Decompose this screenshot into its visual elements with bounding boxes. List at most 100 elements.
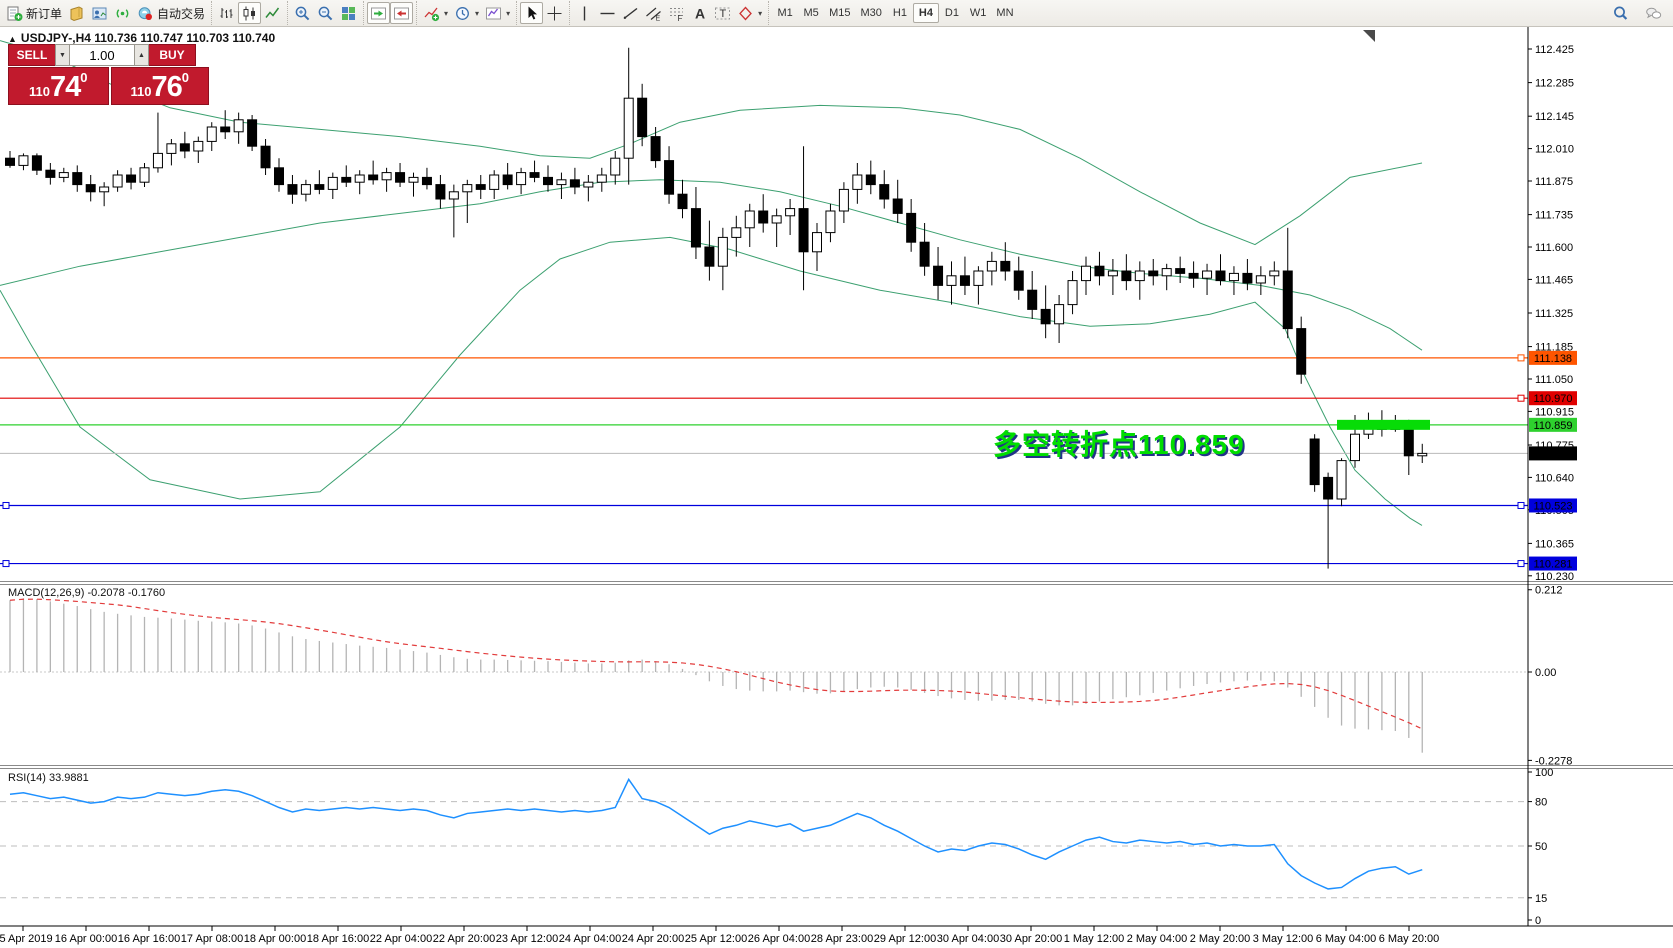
- buy-price-button[interactable]: 110 76 0: [110, 67, 209, 105]
- buy-button[interactable]: BUY: [149, 44, 196, 66]
- price-tag: [1529, 350, 1577, 365]
- candle-body: [1107, 270, 1118, 277]
- rsi-line: [9, 777, 1423, 890]
- candle-body: [973, 270, 984, 286]
- price-axis[interactable]: 112.425 112.285 112.145 112.010 111.875 111.7…: [1528, 44, 1577, 927]
- time-tick-label: 2 May 04:00: [1127, 933, 1188, 945]
- candle-body: [421, 176, 432, 186]
- zoom-out-icon: [318, 6, 333, 20]
- macd-scale-label: 0.212: [1535, 585, 1563, 597]
- vertical-line-icon: [583, 6, 586, 20]
- zoom-out-button[interactable]: [314, 2, 337, 24]
- text-label-button[interactable]: T: [711, 2, 734, 24]
- indicators-button[interactable]: ▾: [420, 2, 451, 24]
- line-anchor[interactable]: [2, 501, 10, 509]
- timeframe-m1-button[interactable]: M1: [772, 3, 798, 23]
- volume-input[interactable]: [70, 44, 134, 66]
- timeframe-h4-button[interactable]: H4: [912, 3, 939, 23]
- timeframe-m5-button[interactable]: M5: [798, 3, 824, 23]
- rsi-scale-label: 50: [1535, 841, 1547, 853]
- timeframe-h1-button[interactable]: H1: [887, 3, 913, 23]
- periods-icon: [456, 6, 469, 20]
- svg-text:A: A: [695, 5, 705, 21]
- sell-price-button[interactable]: 110 74 0: [8, 67, 109, 105]
- line-chart-button[interactable]: [261, 2, 284, 24]
- candle-body: [959, 275, 970, 286]
- candle-body: [1161, 268, 1172, 277]
- timeframe-d1-button[interactable]: D1: [939, 3, 965, 23]
- volume-increase-button[interactable]: ▲: [134, 44, 149, 66]
- auto-scroll-button[interactable]: [367, 2, 391, 24]
- timeframe-w1-button[interactable]: W1: [965, 3, 992, 23]
- data-window-button[interactable]: [88, 2, 111, 24]
- horizontal-line-button[interactable]: [596, 2, 619, 24]
- timeframe-m15-button[interactable]: M15: [824, 3, 855, 23]
- auto-trading-button[interactable]: 自动交易: [134, 2, 208, 24]
- macd-scale-label: 0.00: [1535, 667, 1556, 679]
- price-tick-label: 111.185: [1535, 342, 1573, 354]
- candlestick-chart-button[interactable]: [238, 2, 262, 24]
- expand-header-icon[interactable]: ▲: [8, 34, 17, 44]
- candle-body: [247, 119, 258, 147]
- search-button[interactable]: [1609, 2, 1632, 24]
- new-order-button[interactable]: 新订单: [3, 2, 65, 24]
- timeframe-mn-button[interactable]: MN: [991, 3, 1018, 23]
- chat-button[interactable]: [1642, 2, 1665, 24]
- fibonacci-button[interactable]: F: [665, 2, 688, 24]
- line-anchor[interactable]: [1517, 501, 1525, 509]
- signals-button[interactable]: [111, 2, 134, 24]
- candle-body: [1417, 452, 1428, 457]
- vertical-line-button[interactable]: [573, 2, 596, 24]
- zoom-in-button[interactable]: [291, 2, 314, 24]
- candle-body: [677, 193, 688, 210]
- volume-decrease-button[interactable]: ▼: [55, 44, 70, 66]
- crosshair-button[interactable]: [543, 2, 566, 24]
- text-button[interactable]: A: [688, 2, 711, 24]
- candle-body: [5, 157, 15, 166]
- candle-body: [1067, 280, 1078, 306]
- candle-body: [610, 157, 621, 176]
- candle-body: [1215, 270, 1226, 282]
- fibonacci-icon: F: [670, 7, 684, 22]
- macd-scale-label: -0.2278: [1535, 755, 1572, 767]
- sell-button[interactable]: SELL: [8, 44, 55, 66]
- line-anchor[interactable]: [1517, 560, 1525, 568]
- candle-body: [516, 172, 527, 186]
- market-watch-button[interactable]: [65, 2, 88, 24]
- templates-button[interactable]: ▾: [482, 2, 513, 24]
- bar-chart-icon: [220, 7, 233, 18]
- line-anchor[interactable]: [2, 560, 10, 568]
- timeframe-m30-button[interactable]: M30: [856, 3, 887, 23]
- candle-body: [341, 176, 352, 183]
- green-highlight-zone[interactable]: [1337, 419, 1430, 430]
- equidistant-channel-button[interactable]: E: [642, 2, 665, 24]
- tile-windows-button[interactable]: [337, 2, 360, 24]
- time-tick-label: 16 Apr 16:00: [118, 933, 180, 945]
- candle-body: [206, 126, 217, 142]
- line-anchor[interactable]: [1517, 354, 1525, 362]
- candle-body: [395, 172, 406, 183]
- tile-windows-icon: [342, 6, 356, 20]
- toolbar: 新订单 自动交易 ▾ ▾ ▾ E F A T ▾ M1 M5 M15 M30 H1 H4 D1 W1 MN: [0, 0, 1673, 27]
- bar-chart-button[interactable]: [215, 2, 238, 24]
- chart-shift-marker-icon[interactable]: [1363, 30, 1375, 42]
- horizontal-line-icon: [600, 12, 615, 14]
- trendline-button[interactable]: [619, 2, 642, 24]
- text-icon: A: [695, 5, 705, 21]
- line-anchor[interactable]: [1517, 394, 1525, 402]
- time-tick-label: 22 Apr 20:00: [433, 933, 495, 945]
- chart-shift-button[interactable]: [390, 2, 414, 24]
- candle-body: [112, 174, 123, 188]
- time-tick-label: 29 Apr 12:00: [874, 933, 936, 945]
- candle-body: [838, 188, 849, 212]
- cursor-button[interactable]: [520, 2, 544, 24]
- trendline-icon: [623, 7, 638, 19]
- candle-body: [529, 172, 540, 178]
- horizontal-level-lines: [0, 354, 1528, 568]
- price-tag: [1529, 498, 1577, 513]
- periods-button[interactable]: ▾: [451, 2, 482, 24]
- shapes-button[interactable]: ▾: [734, 2, 765, 24]
